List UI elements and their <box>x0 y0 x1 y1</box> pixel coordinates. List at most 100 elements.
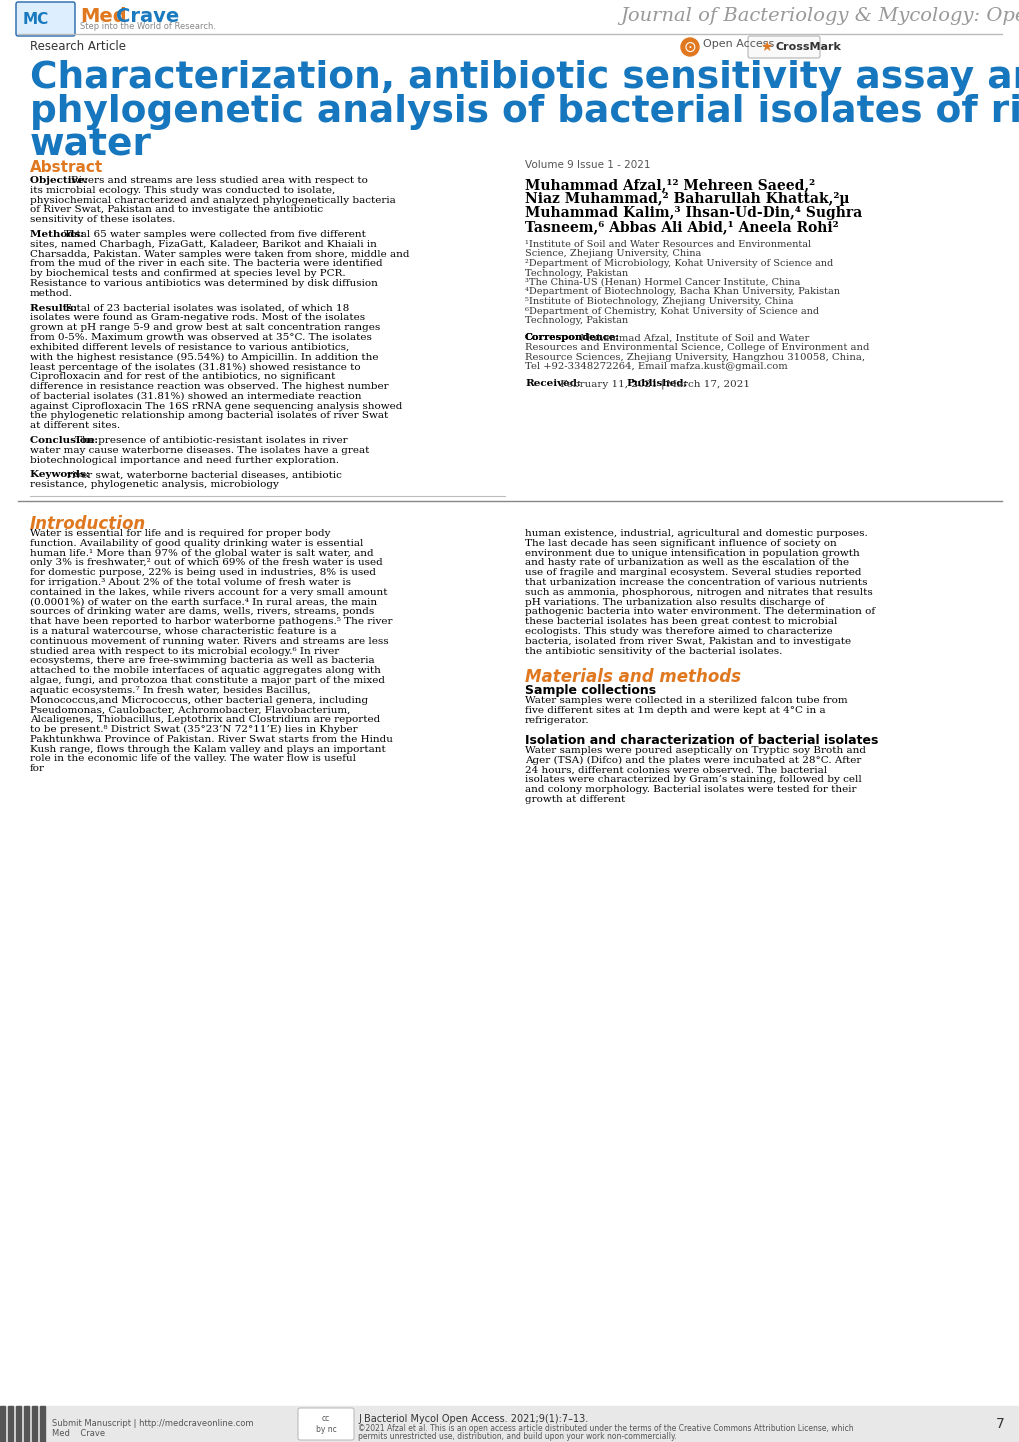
Text: Correspondence:: Correspondence: <box>525 333 620 343</box>
Text: Volume 9 Issue 1 - 2021: Volume 9 Issue 1 - 2021 <box>525 160 650 170</box>
Text: Kush range, flows through the Kalam valley and plays an important: Kush range, flows through the Kalam vall… <box>30 744 385 754</box>
Text: the antibiotic sensitivity of the bacterial isolates.: the antibiotic sensitivity of the bacter… <box>525 646 782 656</box>
Bar <box>0 1406 5 1442</box>
Text: Research Article: Research Article <box>30 40 126 53</box>
Bar <box>0 1406 1019 1442</box>
Text: and hasty rate of urbanization as well as the escalation of the: and hasty rate of urbanization as well a… <box>525 558 848 567</box>
FancyBboxPatch shape <box>298 1407 354 1441</box>
Text: Submit Manuscript | http://medcraveonline.com: Submit Manuscript | http://medcraveonlin… <box>52 1419 254 1429</box>
Text: Resource Sciences, Zhejiang University, Hangzhou 310058, China,: Resource Sciences, Zhejiang University, … <box>525 352 864 362</box>
Text: Sample collections: Sample collections <box>525 685 655 698</box>
Text: MC: MC <box>23 12 49 26</box>
Text: 7: 7 <box>996 1417 1004 1430</box>
Text: with the highest resistance (95.54%) to Ampicillin. In addition the: with the highest resistance (95.54%) to … <box>30 353 378 362</box>
Text: Water samples were poured aseptically on Tryptic soy Broth and: Water samples were poured aseptically on… <box>525 746 865 754</box>
Text: of River Swat, Pakistan and to investigate the antibiotic: of River Swat, Pakistan and to investiga… <box>30 205 323 215</box>
Text: Characterization, antibiotic sensitivity assay and: Characterization, antibiotic sensitivity… <box>30 61 1019 97</box>
Text: is a natural watercourse, whose characteristic feature is a: is a natural watercourse, whose characte… <box>30 627 336 636</box>
Text: Abstract: Abstract <box>30 160 103 174</box>
Text: ⊙: ⊙ <box>683 39 696 55</box>
Text: function. Availability of good quality drinking water is essential: function. Availability of good quality d… <box>30 539 363 548</box>
Text: The presence of antibiotic-resistant isolates in river: The presence of antibiotic-resistant iso… <box>75 435 347 446</box>
Text: Resistance to various antibiotics was determined by disk diffusion: Resistance to various antibiotics was de… <box>30 278 377 288</box>
Text: the phylogenetic relationship among bacterial isolates of river Swat: the phylogenetic relationship among bact… <box>30 411 388 421</box>
Text: Water samples were collected in a sterilized falcon tube from: Water samples were collected in a steril… <box>525 696 847 705</box>
Text: from the mud of the river in each site. The bacteria were identified: from the mud of the river in each site. … <box>30 260 382 268</box>
Text: water may cause waterborne diseases. The isolates have a great: water may cause waterborne diseases. The… <box>30 446 369 454</box>
Text: isolates were characterized by Gram’s staining, followed by cell: isolates were characterized by Gram’s st… <box>525 776 861 784</box>
Text: Received:: Received: <box>525 379 580 388</box>
Text: Methods:: Methods: <box>30 231 88 239</box>
Text: Med: Med <box>79 7 126 26</box>
Text: March 17, 2021: March 17, 2021 <box>662 379 749 388</box>
Text: ⁵Institute of Biotechnology, Zhejiang University, China: ⁵Institute of Biotechnology, Zhejiang Un… <box>525 297 793 306</box>
Text: to be present.⁸ District Swat (35°23’N 72°11’E) lies in Khyber: to be present.⁸ District Swat (35°23’N 7… <box>30 725 358 734</box>
Text: sites, named Charbagh, FizaGatt, Kaladeer, Barikot and Khaiali in: sites, named Charbagh, FizaGatt, Kaladee… <box>30 239 376 249</box>
Text: 24 hours, different colonies were observed. The bacterial: 24 hours, different colonies were observ… <box>525 766 826 774</box>
Text: ²Department of Microbiology, Kohat University of Science and: ²Department of Microbiology, Kohat Unive… <box>525 260 833 268</box>
Bar <box>16 1406 21 1442</box>
Text: grown at pH range 5-9 and grow best at salt concentration ranges: grown at pH range 5-9 and grow best at s… <box>30 323 380 332</box>
Text: ★: ★ <box>759 40 771 53</box>
Text: refrigerator.: refrigerator. <box>525 717 589 725</box>
Text: permits unrestricted use, distribution, and build upon your work non-commerciall: permits unrestricted use, distribution, … <box>358 1432 676 1441</box>
Text: Charsadda, Pakistan. Water samples were taken from shore, middle and: Charsadda, Pakistan. Water samples were … <box>30 249 409 258</box>
Text: Open Access: Open Access <box>702 39 773 49</box>
Text: Ciprofloxacin and for rest of the antibiotics, no significant: Ciprofloxacin and for rest of the antibi… <box>30 372 335 381</box>
Text: ©2021 Afzal et al. This is an open access article distributed under the terms of: ©2021 Afzal et al. This is an open acces… <box>358 1425 853 1433</box>
Text: J Bacteriol Mycol Open Access. 2021;9(1):7–13.: J Bacteriol Mycol Open Access. 2021;9(1)… <box>358 1415 588 1425</box>
Text: cc
by nc: cc by nc <box>315 1415 336 1433</box>
Text: and colony morphology. Bacterial isolates were tested for their: and colony morphology. Bacterial isolate… <box>525 784 856 795</box>
Text: Total of 23 bacterial isolates was isolated, of which 18: Total of 23 bacterial isolates was isola… <box>63 304 348 313</box>
Text: environment due to unique intensification in population growth: environment due to unique intensificatio… <box>525 548 859 558</box>
Text: Science, Zhejiang University, China: Science, Zhejiang University, China <box>525 249 701 258</box>
Text: isolates were found as Gram-negative rods. Most of the isolates: isolates were found as Gram-negative rod… <box>30 313 365 323</box>
Text: Pseudomonas, Caulobacter, Achromobacter, Flavobacterium,: Pseudomonas, Caulobacter, Achromobacter,… <box>30 705 351 714</box>
Text: Pakhtunkhwa Province of Pakistan. River Swat starts from the Hindu: Pakhtunkhwa Province of Pakistan. River … <box>30 735 392 744</box>
Text: pH variations. The urbanization also results discharge of: pH variations. The urbanization also res… <box>525 597 823 607</box>
Text: ³The China-US (Henan) Hormel Cancer Institute, China: ³The China-US (Henan) Hormel Cancer Inst… <box>525 278 800 287</box>
Text: (0.0001%) of water on the earth surface.⁴ In rural areas, the main: (0.0001%) of water on the earth surface.… <box>30 597 377 607</box>
Text: Results:: Results: <box>30 304 81 313</box>
Text: ⁶Department of Chemistry, Kohat University of Science and: ⁶Department of Chemistry, Kohat Universi… <box>525 307 818 316</box>
Text: for irrigation.³ About 2% of the total volume of fresh water is: for irrigation.³ About 2% of the total v… <box>30 578 351 587</box>
Text: The last decade has seen significant influence of society on: The last decade has seen significant inf… <box>525 539 836 548</box>
Text: only 3% is freshwater,² out of which 69% of the fresh water is used: only 3% is freshwater,² out of which 69%… <box>30 558 382 567</box>
Text: of bacterial isolates (31.81%) showed an intermediate reaction: of bacterial isolates (31.81%) showed an… <box>30 392 361 401</box>
Text: Keywords:: Keywords: <box>30 470 93 479</box>
Text: human existence, industrial, agricultural and domestic purposes.: human existence, industrial, agricultura… <box>525 529 867 538</box>
Text: resistance, phylogenetic analysis, microbiology: resistance, phylogenetic analysis, micro… <box>30 480 278 489</box>
Text: Ager (TSA) (Difco) and the plates were incubated at 28°C. After: Ager (TSA) (Difco) and the plates were i… <box>525 756 860 764</box>
Text: for domestic purpose, 22% is being used in industries, 8% is used: for domestic purpose, 22% is being used … <box>30 568 376 577</box>
Text: ⁴Department of Biotechnology, Bacha Khan University, Pakistan: ⁴Department of Biotechnology, Bacha Khan… <box>525 287 840 297</box>
Circle shape <box>681 37 698 56</box>
Text: Med    Crave: Med Crave <box>52 1429 105 1439</box>
Text: such as ammonia, phosphorous, nitrogen and nitrates that results: such as ammonia, phosphorous, nitrogen a… <box>525 588 872 597</box>
Text: its microbial ecology. This study was conducted to isolate,: its microbial ecology. This study was co… <box>30 186 335 195</box>
Text: sensitivity of these isolates.: sensitivity of these isolates. <box>30 215 175 224</box>
Bar <box>40 1406 45 1442</box>
Text: role in the economic life of the valley. The water flow is useful: role in the economic life of the valley.… <box>30 754 356 763</box>
Text: physiochemical characterized and analyzed phylogenetically bacteria: physiochemical characterized and analyze… <box>30 196 395 205</box>
Text: exhibited different levels of resistance to various antibiotics,: exhibited different levels of resistance… <box>30 343 348 352</box>
Text: use of fragile and marginal ecosystem. Several studies reported: use of fragile and marginal ecosystem. S… <box>525 568 861 577</box>
Text: Muhammad Kalim,³ Ihsan-Ud-Din,⁴ Sughra: Muhammad Kalim,³ Ihsan-Ud-Din,⁴ Sughra <box>525 206 861 221</box>
Text: Introduction: Introduction <box>30 515 146 534</box>
Text: sources of drinking water are dams, wells, rivers, streams, ponds: sources of drinking water are dams, well… <box>30 607 374 616</box>
Text: Isolation and characterization of bacterial isolates: Isolation and characterization of bacter… <box>525 734 877 747</box>
Text: Alcaligenes, Thiobacillus, Leptothrix and Clostridium are reported: Alcaligenes, Thiobacillus, Leptothrix an… <box>30 715 380 724</box>
Text: Step into the World of Research.: Step into the World of Research. <box>79 22 216 30</box>
Text: February 11, 2021 |: February 11, 2021 | <box>556 379 667 389</box>
Text: Muhammad Afzal,¹² Mehreen Saeed,²: Muhammad Afzal,¹² Mehreen Saeed,² <box>525 177 814 192</box>
Text: pathogenic bacteria into water environment. The determination of: pathogenic bacteria into water environme… <box>525 607 874 616</box>
Text: five different sites at 1m depth and were kept at 4°C in a: five different sites at 1m depth and wer… <box>525 707 824 715</box>
Bar <box>8 1406 13 1442</box>
Text: these bacterial isolates has been great contest to microbial: these bacterial isolates has been great … <box>525 617 837 626</box>
Text: Published:: Published: <box>626 379 688 388</box>
Text: river swat, waterborne bacterial diseases, antibiotic: river swat, waterborne bacterial disease… <box>67 470 342 479</box>
Text: by biochemical tests and confirmed at species level by PCR.: by biochemical tests and confirmed at sp… <box>30 270 345 278</box>
Text: Water is essential for life and is required for proper body: Water is essential for life and is requi… <box>30 529 330 538</box>
Text: human life.¹ More than 97% of the global water is salt water, and: human life.¹ More than 97% of the global… <box>30 548 373 558</box>
Text: Muhammad Afzal, Institute of Soil and Water: Muhammad Afzal, Institute of Soil and Wa… <box>577 333 808 343</box>
Bar <box>32 1406 37 1442</box>
